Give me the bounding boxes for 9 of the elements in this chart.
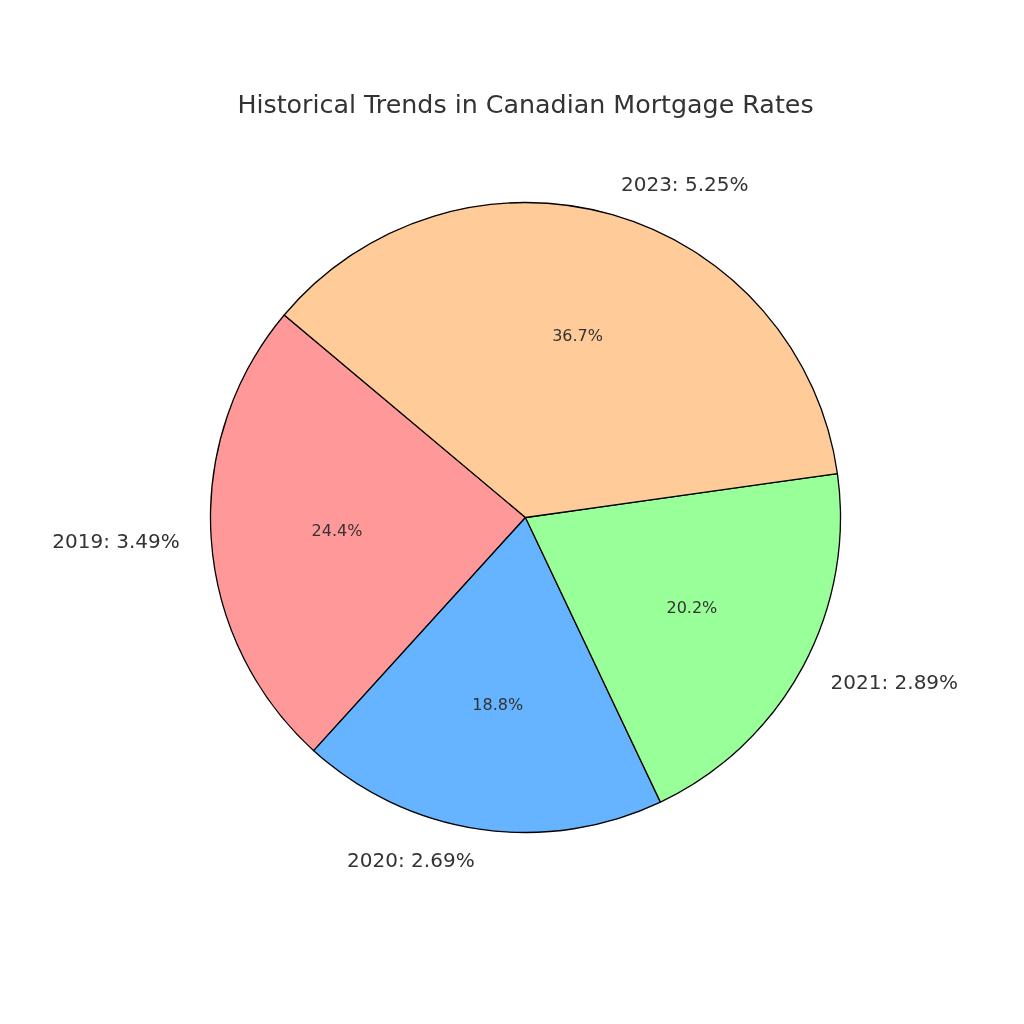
data-label: 24.4% — [311, 520, 363, 540]
slice-label: 2023: 5.25% — [620, 172, 749, 197]
slice-label: 2021: 2.89% — [830, 669, 959, 694]
chart-title: Historical Trends in Canadian Mortgage Rates — [237, 88, 814, 119]
data-label: 20.2% — [666, 597, 718, 617]
data-label: 18.8% — [472, 694, 524, 714]
slice-label: 2020: 2.69% — [347, 848, 475, 873]
slice-label: 2019: 3.49% — [52, 528, 180, 553]
data-label: 36.7% — [552, 326, 603, 346]
